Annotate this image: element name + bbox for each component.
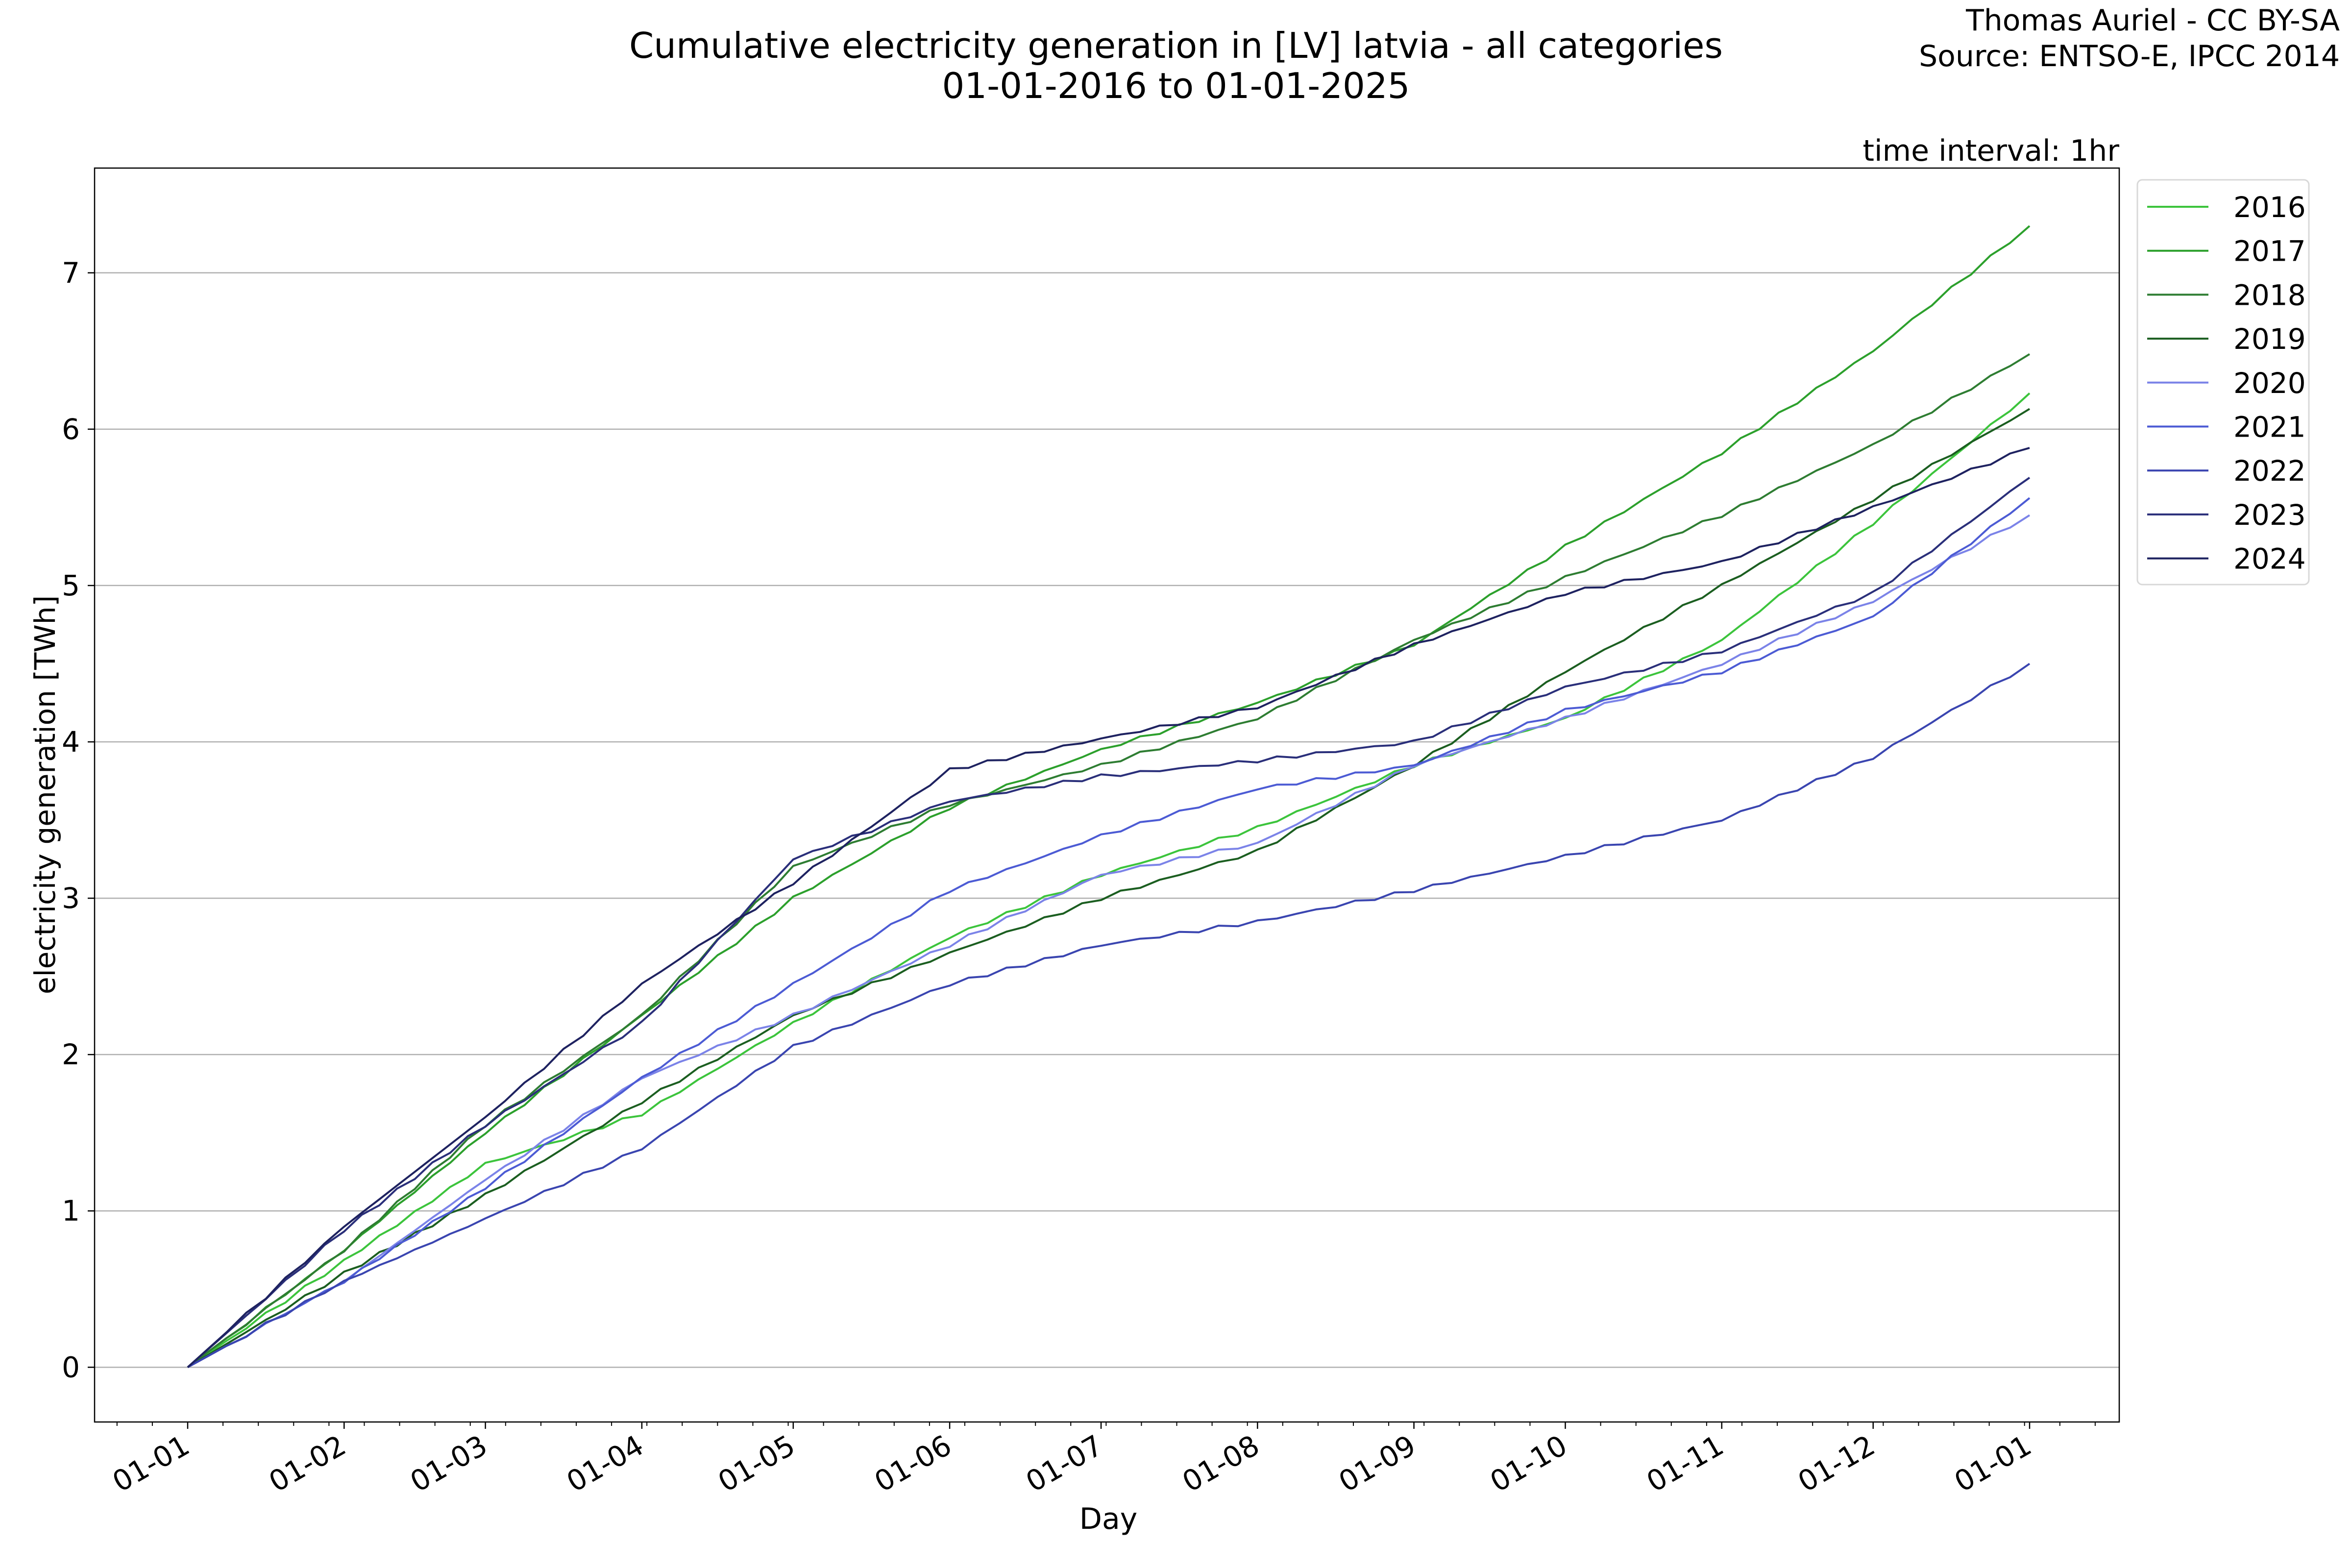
plot-area-frame	[94, 167, 2120, 1423]
attribution-author: Thomas Auriel - CC BY-SA	[1965, 3, 2340, 38]
y-tick-label: 1	[62, 1194, 80, 1227]
legend-label-2018: 2018	[2233, 278, 2306, 312]
y-tick-label: 4	[62, 725, 80, 759]
y-tick-label: 2	[62, 1038, 80, 1071]
x-tick-label: 01-10	[1485, 1428, 1573, 1498]
time-interval-annotation: time interval: 1hr	[1862, 134, 2119, 168]
x-tick-label: 01-05	[712, 1428, 801, 1498]
legend-label-2016: 2016	[2233, 191, 2306, 224]
y-tick-label: 7	[62, 256, 80, 290]
series-line-2020	[187, 514, 2031, 1369]
legend-label-2020: 2020	[2233, 367, 2306, 400]
legend: 2016 2017 2018 2019 2020 2021 2022 2023 2024	[2136, 179, 2310, 586]
x-tick-label: 01-06	[869, 1428, 957, 1498]
y-tick-label: 0	[62, 1350, 80, 1384]
x-tick-label: 01-01	[107, 1428, 195, 1498]
series-line-2023	[187, 477, 2031, 1368]
y-axis-label: electricity generation [TWh]	[28, 595, 62, 994]
series-line-2016	[187, 392, 2031, 1368]
x-tick-label: 01-11	[1641, 1428, 1729, 1498]
series-line-2021	[187, 497, 2031, 1369]
x-tick-label: 01-09	[1333, 1428, 1421, 1498]
legend-label-2023: 2023	[2233, 498, 2306, 532]
legend-label-2024: 2024	[2233, 542, 2306, 576]
legend-label-2017: 2017	[2233, 235, 2306, 268]
series-line-2022	[187, 662, 2031, 1369]
x-tick-label: 01-02	[263, 1428, 351, 1498]
x-axis-label: Day	[1079, 1502, 1137, 1536]
series-line-2018	[187, 353, 2031, 1368]
chart-title: Cumulative electricity generation in [LV…	[629, 25, 1723, 66]
x-tick-label: 01-03	[405, 1428, 493, 1498]
x-tick-label: 01-08	[1176, 1428, 1265, 1498]
series-line-2024	[187, 447, 2030, 1368]
x-tick-label: 01-12	[1792, 1428, 1881, 1498]
y-tick-label: 3	[62, 882, 80, 915]
x-tick-label: 01-01	[1949, 1428, 2037, 1498]
series-line-2017	[187, 225, 2031, 1368]
y-tick-label: 6	[62, 413, 80, 446]
series-line-2019	[187, 408, 2031, 1369]
attribution-source: Source: ENTSO-E, IPCC 2014	[1919, 39, 2340, 74]
legend-label-2021: 2021	[2233, 411, 2306, 444]
y-tick-label: 5	[62, 569, 80, 602]
x-tick-label: 01-07	[1020, 1428, 1108, 1498]
legend-label-2019: 2019	[2233, 322, 2306, 356]
chart-subtitle: 01-01-2016 to 01-01-2025	[942, 65, 1410, 106]
x-tick-label: 01-04	[561, 1428, 649, 1498]
legend-label-2022: 2022	[2233, 454, 2306, 488]
legend-box	[2136, 179, 2310, 586]
